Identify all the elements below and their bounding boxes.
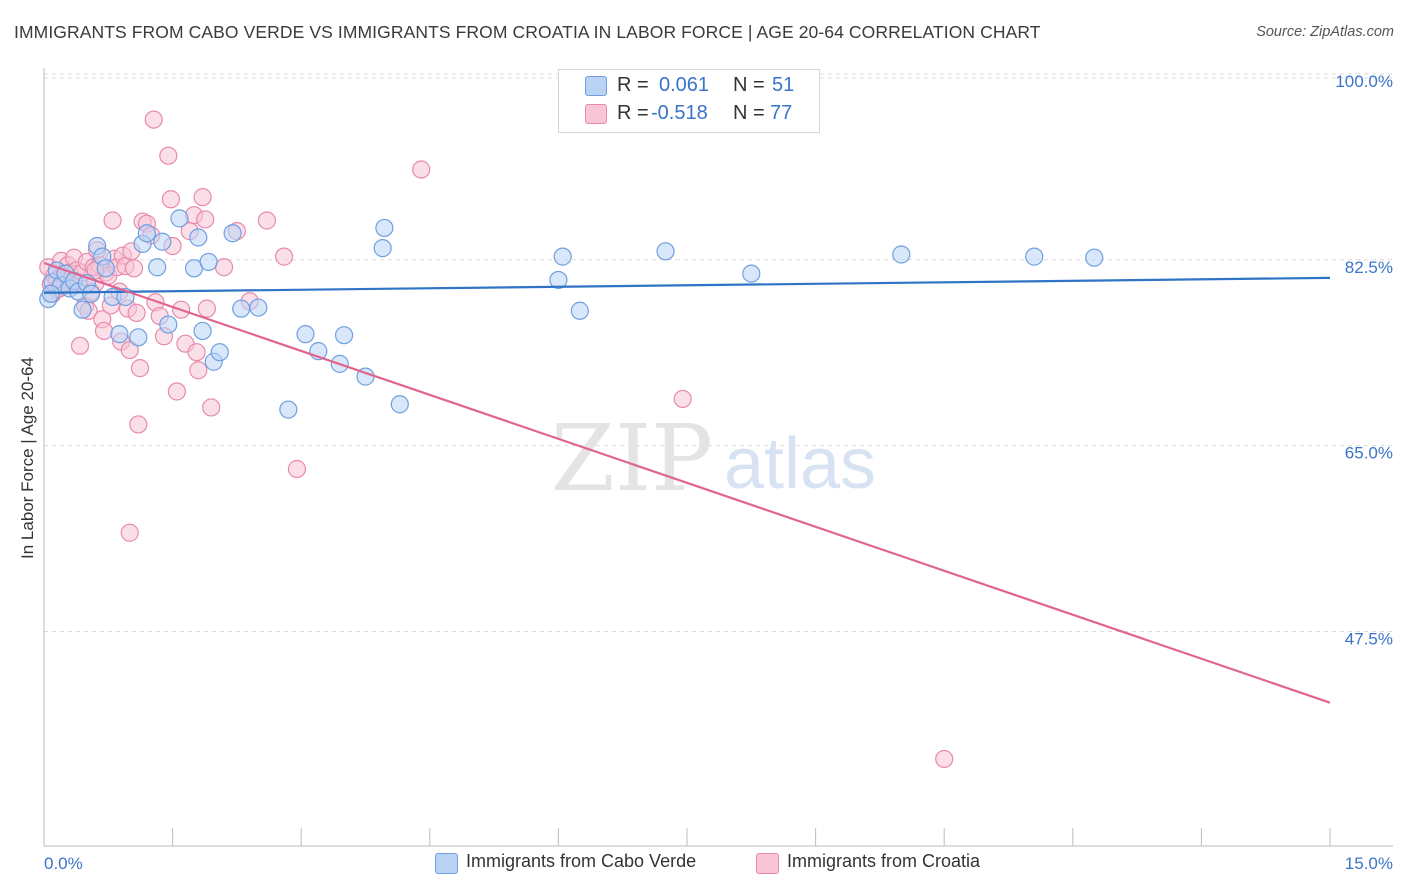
stats-legend: R = 0.061 N = 51 R = -0.518 N = 77: [558, 69, 820, 133]
croatia-point: [127, 303, 146, 322]
bottom-legend-blue-swatch: [435, 853, 458, 874]
grid-lines: [44, 73, 1393, 633]
cabo-verde-point: [296, 325, 315, 344]
cabo-verde-point: [742, 264, 761, 283]
legend-pink-r-value: -0.518: [651, 102, 708, 124]
y-tick-label: 82.5%: [1345, 258, 1393, 277]
cabo-verde-point: [210, 343, 229, 362]
croatia-point: [120, 340, 139, 360]
cabo-verde-point: [375, 218, 394, 238]
axes: [43, 68, 1393, 847]
legend-blue-swatch: [585, 76, 607, 96]
cabo-verde-point: [148, 258, 167, 277]
cabo-verde-point: [159, 315, 178, 334]
croatia-point: [130, 359, 150, 378]
croatia-point: [120, 523, 139, 542]
croatia-point: [103, 211, 122, 230]
bottom-legend-cabo-verde: Immigrants from Cabo Verde: [466, 851, 697, 871]
cabo-verde-point: [249, 298, 268, 317]
cabo-verde-point: [892, 245, 911, 264]
y-axis-label: In Labor Force | Age 20-64: [18, 357, 37, 559]
croatia-point: [161, 190, 180, 209]
croatia-point: [94, 321, 114, 341]
cabo-verde-trend-line: [43, 276, 1331, 294]
cabo-verde-point: [279, 400, 298, 419]
cabo-verde-point: [110, 325, 129, 344]
legend-blue-n-value: 51: [772, 74, 795, 96]
cabo-verde-point: [390, 395, 409, 414]
watermark-atlas: atlas: [724, 424, 876, 504]
croatia-point: [187, 343, 206, 362]
bottom-legend-pink-swatch: [756, 853, 779, 874]
croatia-point: [144, 110, 163, 129]
croatia-point: [159, 146, 178, 165]
tick-labels: 100.0% 82.5% 65.0% 47.5% 0.0% 15.0%: [44, 72, 1393, 873]
x-tick-label: 0.0%: [44, 854, 83, 873]
y-tick-label: 47.5%: [1345, 630, 1393, 649]
cabo-verde-point: [96, 259, 115, 278]
croatia-point: [287, 459, 307, 479]
croatia-trend-line: [43, 261, 1331, 704]
legend-blue-r-label: R =: [617, 74, 649, 96]
croatia-point: [202, 398, 221, 417]
croatia-point: [197, 299, 216, 318]
cabo-verde-point: [199, 252, 218, 272]
cabo-verde-point: [334, 326, 354, 345]
croatia-point: [167, 382, 186, 401]
croatia-point: [935, 749, 954, 769]
croatia-point: [214, 258, 234, 277]
legend-pink-n-label: N =: [733, 102, 765, 124]
croatia-point: [196, 210, 215, 229]
y-tick-label: 100.0%: [1335, 72, 1393, 91]
watermark-zip: ZIP: [551, 405, 713, 512]
croatia-point: [412, 160, 431, 179]
watermark: ZIP atlas: [551, 405, 876, 512]
cabo-verde-point: [373, 239, 392, 258]
cabo-verde-point: [41, 284, 60, 303]
cabo-verde-point: [129, 328, 148, 347]
legend-blue-r-value: 0.061: [659, 74, 710, 96]
x-tick-label: 15.0%: [1345, 854, 1393, 873]
cabo-verde-point: [1025, 247, 1044, 266]
cabo-verde-point: [73, 300, 92, 319]
legend-pink-r-label: R =: [617, 102, 649, 124]
cabo-verde-point: [193, 321, 212, 341]
cabo-verde-point: [170, 209, 189, 228]
cabo-verde-point: [82, 284, 101, 303]
cabo-verde-point: [1085, 248, 1104, 267]
cabo-verde-point: [549, 270, 568, 290]
croatia-point: [257, 211, 277, 230]
cabo-verde-point: [137, 224, 156, 243]
cabo-verde-point: [189, 228, 208, 247]
cabo-verde-point: [223, 224, 242, 243]
cabo-verde-point: [570, 301, 589, 320]
trend-lines: [43, 261, 1331, 704]
croatia-point: [189, 361, 208, 380]
chart-title: IMMIGRANTS FROM CABO VERDE VS IMMIGRANTS…: [14, 22, 1041, 42]
cabo-verde-point: [553, 247, 572, 266]
cabo-verde-point: [232, 299, 251, 318]
legend-blue-n-label: N =: [733, 74, 765, 96]
cabo-verde-point: [153, 232, 172, 251]
cabo-verde-point: [656, 242, 675, 261]
croatia-point: [124, 259, 144, 278]
croatia-point: [129, 415, 148, 434]
legend-pink-n-value: 77: [770, 102, 793, 124]
y-tick-label: 65.0%: [1345, 444, 1393, 463]
bottom-legend-croatia: Immigrants from Croatia: [787, 851, 981, 871]
legend-pink-swatch: [585, 104, 607, 124]
croatia-point: [193, 188, 212, 207]
source-credit: Source: ZipAtlas.com: [1256, 24, 1394, 40]
croatia-point: [274, 247, 294, 266]
croatia-point: [70, 336, 90, 355]
croatia-point: [673, 389, 692, 409]
cabo-verde-points: [39, 209, 1104, 419]
